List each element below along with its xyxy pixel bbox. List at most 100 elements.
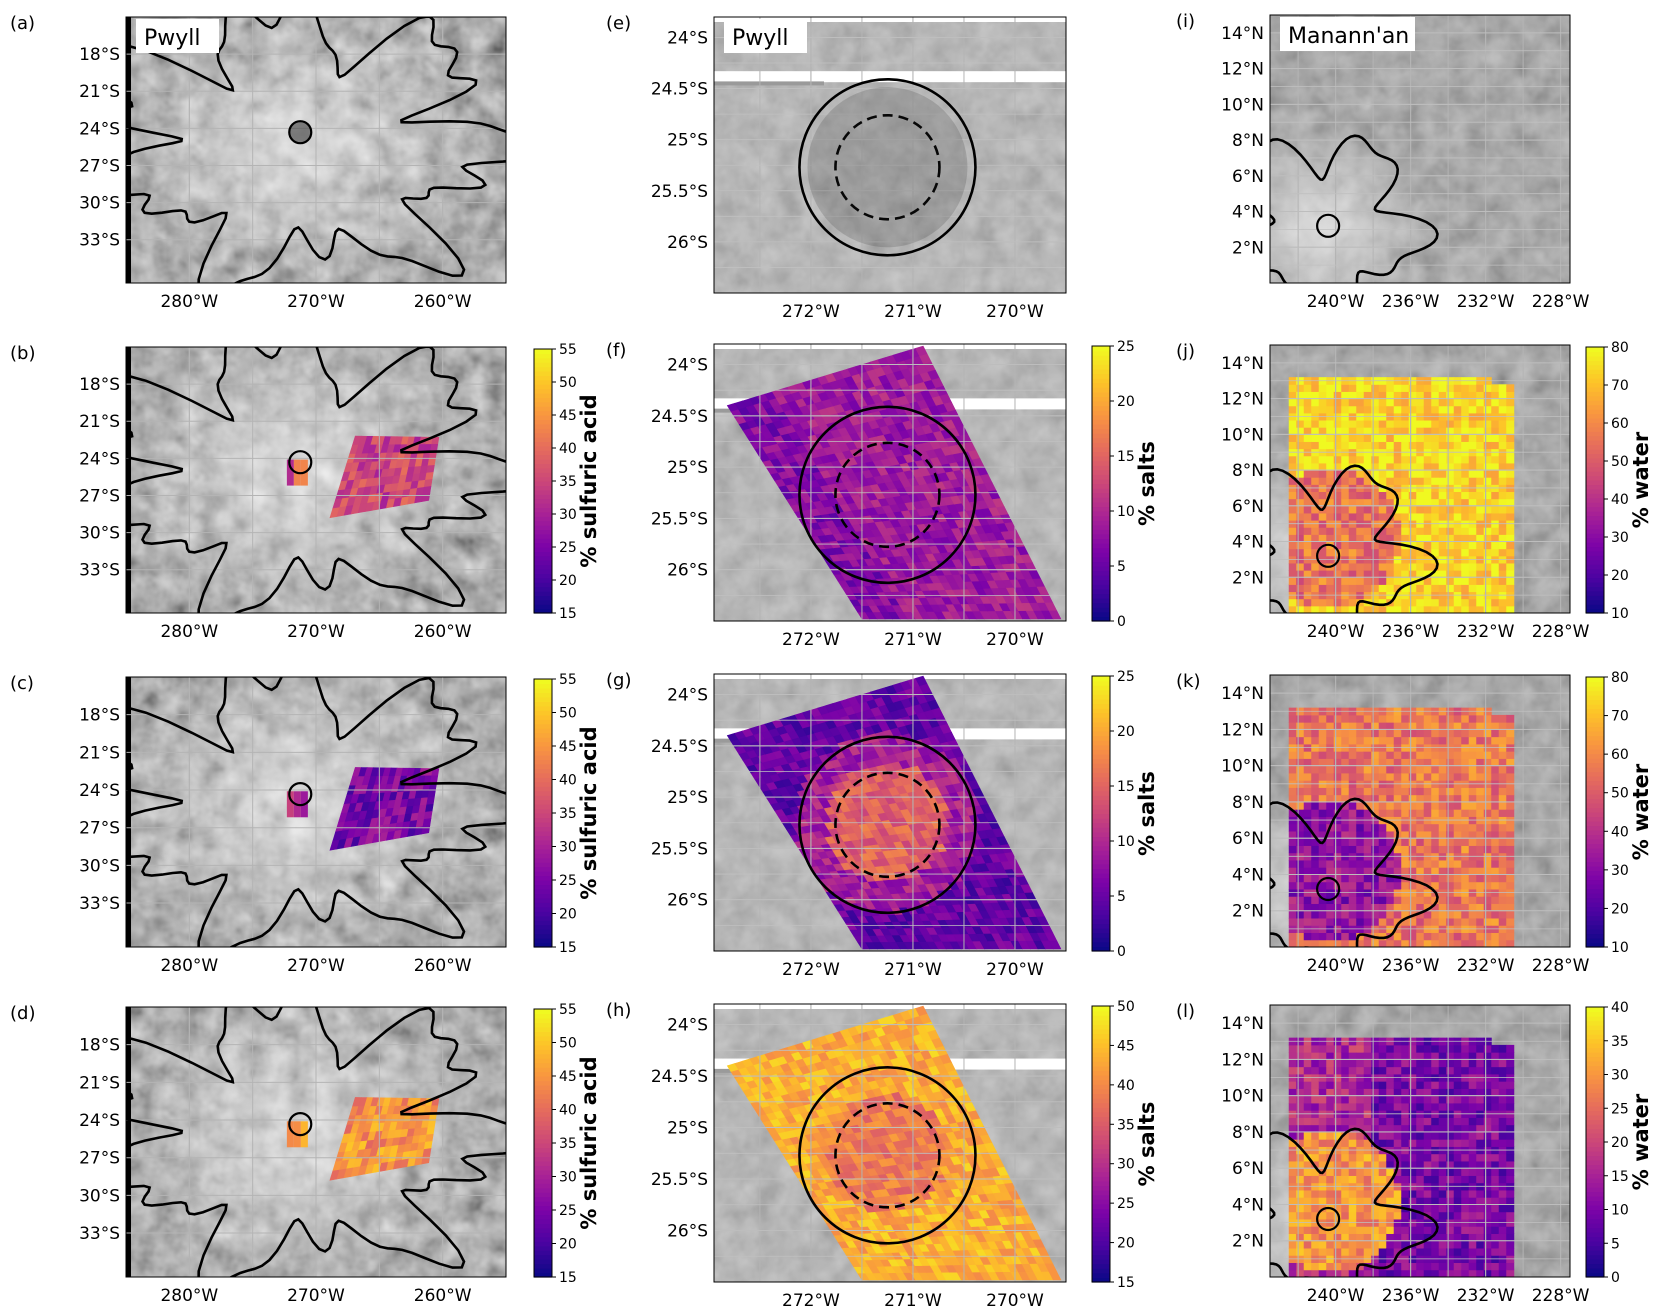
heatmap-cell	[1356, 527, 1365, 535]
heatmap-cell	[1468, 391, 1477, 400]
heatmap-cell	[1461, 477, 1470, 485]
heatmap-cell	[1408, 441, 1417, 450]
colorbar-segment	[534, 942, 552, 948]
heatmap-cell	[1476, 405, 1485, 414]
heatmap-cell	[1491, 405, 1500, 414]
colorbar-segment	[1092, 1190, 1110, 1196]
place-label-box	[136, 19, 219, 53]
ytick-label: 8°N	[1232, 131, 1264, 151]
ytick-label: 10°N	[1221, 95, 1264, 115]
colorbar-segment	[1092, 1148, 1110, 1154]
heatmap-cell	[1288, 598, 1297, 607]
colorbar-segment	[1092, 346, 1110, 352]
colorbar-tick-label: 45	[559, 1069, 577, 1085]
colorbar-segment	[1092, 918, 1110, 925]
colorbar-segment	[534, 835, 552, 841]
heatmap-cell	[1386, 434, 1395, 442]
heatmap-cell	[1393, 398, 1402, 407]
heatmap-cell	[1506, 584, 1515, 593]
colorbar-segment	[534, 507, 552, 513]
heatmap-cell	[1453, 577, 1462, 585]
colorbar-segment	[1092, 781, 1110, 787]
crater-outline	[288, 781, 313, 807]
heatmap-cell	[1341, 470, 1350, 478]
heatmap-cell	[1453, 491, 1462, 500]
colorbar-segment	[534, 938, 552, 944]
heatmap-cell	[1371, 505, 1380, 514]
heatmap-cell	[1318, 441, 1327, 450]
heatmap-cell	[1431, 577, 1440, 585]
colorbar-segment	[534, 1196, 552, 1202]
heatmap-cell	[1461, 420, 1470, 428]
heatmap-cell	[1431, 420, 1440, 428]
heatmap-cell	[1296, 527, 1305, 535]
heatmap-cell	[1483, 527, 1492, 535]
heatmap-cell	[1363, 441, 1372, 450]
colorbar-segment	[1092, 689, 1110, 695]
heatmap-cell	[1491, 441, 1500, 450]
heatmap-cell	[1483, 512, 1492, 521]
heatmap-cell	[1438, 498, 1447, 507]
panel-d: 280°W 270°W 260°W18°S21°S24°S27°S30°S33°S(…	[10, 1002, 601, 1306]
heatmap-cell	[1431, 598, 1440, 607]
heatmap-cell	[1401, 427, 1410, 435]
heatmap-cell	[1423, 505, 1432, 514]
heatmap-cell	[1438, 391, 1447, 400]
ytick-label: 33°S	[79, 894, 120, 914]
image-gap	[714, 17, 1066, 22]
colorbar-tick-label: 25	[559, 873, 577, 889]
heatmap-cell	[1438, 441, 1447, 450]
panel-label: (h)	[606, 1000, 631, 1021]
heatmap-cell	[1371, 384, 1380, 392]
heatmap-cell	[1483, 420, 1492, 428]
colorbar-segment	[534, 750, 552, 756]
heatmap-cell	[1431, 498, 1440, 507]
colorbar-segment	[1092, 607, 1110, 613]
colorbar-segment	[534, 1192, 552, 1198]
heatmap-cell	[1483, 470, 1492, 478]
heatmap-cell	[1506, 491, 1515, 500]
xtick-label: 271°W	[884, 302, 942, 322]
colorbar-segment	[1092, 359, 1110, 365]
colorbar-segment	[534, 1241, 552, 1247]
heatmap-cell	[1363, 527, 1372, 535]
heatmap-cell	[1423, 434, 1432, 442]
heatmap-cell	[1438, 584, 1447, 593]
image-gap	[714, 344, 1066, 349]
heatmap-cell	[1476, 477, 1485, 485]
panel-i: 240°W 236°W 232°W 228°W2°N4°N6°N8°N10°N12°N…	[1176, 11, 1590, 312]
heatmap-cell	[1453, 527, 1462, 535]
ytick-label: 12°N	[1221, 60, 1264, 80]
heatmap-cell	[1326, 605, 1335, 613]
ejecta-outline	[126, 347, 506, 613]
colorbar-segment	[534, 516, 552, 522]
heatmap-cell	[1303, 391, 1312, 400]
panel-frame	[713, 1003, 1067, 1283]
colorbar-segment	[1092, 1157, 1110, 1163]
heatmap-cell	[1363, 605, 1372, 613]
heatmap-cell	[1491, 498, 1500, 507]
colorbar-segment	[534, 866, 552, 872]
heatmap-cell	[1461, 470, 1470, 478]
heatmap-cell	[1371, 562, 1380, 571]
heatmap-cell	[1483, 548, 1492, 557]
heatmap-cell	[1348, 598, 1357, 607]
colorbar-label: % sulfuric acid	[577, 1056, 601, 1229]
heatmap-cell	[1416, 534, 1425, 543]
ytick-label: 6°N	[1232, 497, 1264, 517]
heatmap-cell	[1498, 398, 1507, 407]
heatmap-cell	[1446, 441, 1455, 450]
heatmap-cell	[1363, 548, 1372, 557]
ytick-label: 24.5°S	[651, 407, 708, 427]
heatmap-cell	[1288, 562, 1297, 571]
heatmap-cell	[1446, 584, 1455, 593]
heatmap-cell	[1393, 598, 1402, 607]
heatmap-cell	[1356, 505, 1365, 514]
image-edge	[126, 347, 131, 613]
heatmap-cell	[1416, 384, 1425, 392]
colorbar-segment	[1092, 364, 1110, 370]
colorbar-segment	[534, 1143, 552, 1149]
heatmap-cell	[1318, 491, 1327, 500]
heatmap-cell	[1506, 570, 1515, 578]
heatmap-cell	[1461, 527, 1470, 535]
